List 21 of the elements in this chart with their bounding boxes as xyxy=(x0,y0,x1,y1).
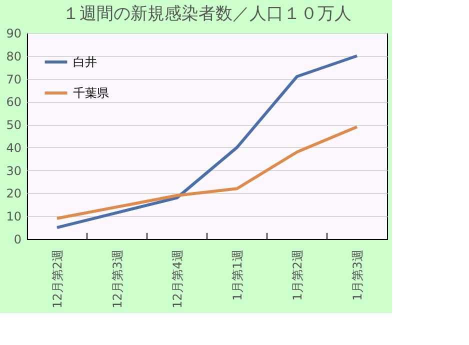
chart-title: １週間の新規感染者数／人口１０万人 xyxy=(62,4,352,24)
line-series xyxy=(56,54,358,230)
y-tick-label: 30 xyxy=(6,164,22,178)
x-tick-label: 12月第2週 xyxy=(50,250,64,308)
x-tick-label: 1月第1週 xyxy=(230,250,244,301)
y-tick-label: 90 xyxy=(6,26,22,40)
x-tick-label: 1月第2週 xyxy=(290,250,304,301)
x-tick-label: 12月第3週 xyxy=(110,250,124,308)
x-tick-label: 12月第4週 xyxy=(170,250,184,308)
y-tick-label: 80 xyxy=(6,49,22,64)
y-tick-label: 60 xyxy=(6,95,22,110)
y-tick-label: 50 xyxy=(6,118,22,132)
y-tick-label: 10 xyxy=(6,210,22,224)
y-tick-label: 0 xyxy=(14,232,22,246)
legend-label: 千葉県 xyxy=(73,86,109,100)
y-tick-label: 70 xyxy=(6,72,22,86)
line-series xyxy=(56,125,358,220)
legend-label: 白井 xyxy=(73,55,97,69)
y-tick-label: 20 xyxy=(6,186,22,201)
y-tick-label: 40 xyxy=(6,140,22,155)
x-tick-label: 1月第3週 xyxy=(350,250,364,301)
